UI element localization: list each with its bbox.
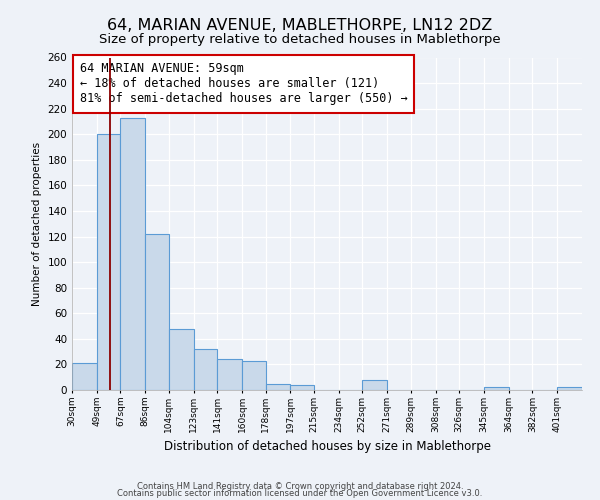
Bar [362,380,387,390]
Text: Size of property relative to detached houses in Mablethorpe: Size of property relative to detached ho… [99,32,501,46]
Text: 64, MARIAN AVENUE, MABLETHORPE, LN12 2DZ: 64, MARIAN AVENUE, MABLETHORPE, LN12 2DZ [107,18,493,32]
Text: 64 MARIAN AVENUE: 59sqm
← 18% of detached houses are smaller (121)
81% of semi-d: 64 MARIAN AVENUE: 59sqm ← 18% of detache… [80,62,407,106]
Bar [97,134,121,390]
Bar [121,118,145,390]
Bar [557,388,582,390]
Y-axis label: Number of detached properties: Number of detached properties [32,142,42,306]
Bar [266,384,290,390]
Bar [484,388,509,390]
Bar [242,360,266,390]
Bar [290,385,314,390]
Bar [145,234,169,390]
X-axis label: Distribution of detached houses by size in Mablethorpe: Distribution of detached houses by size … [163,440,491,454]
Text: Contains public sector information licensed under the Open Government Licence v3: Contains public sector information licen… [118,490,482,498]
Bar [169,328,194,390]
Bar [217,360,242,390]
Bar [194,349,217,390]
Text: Contains HM Land Registry data © Crown copyright and database right 2024.: Contains HM Land Registry data © Crown c… [137,482,463,491]
Bar [72,363,97,390]
